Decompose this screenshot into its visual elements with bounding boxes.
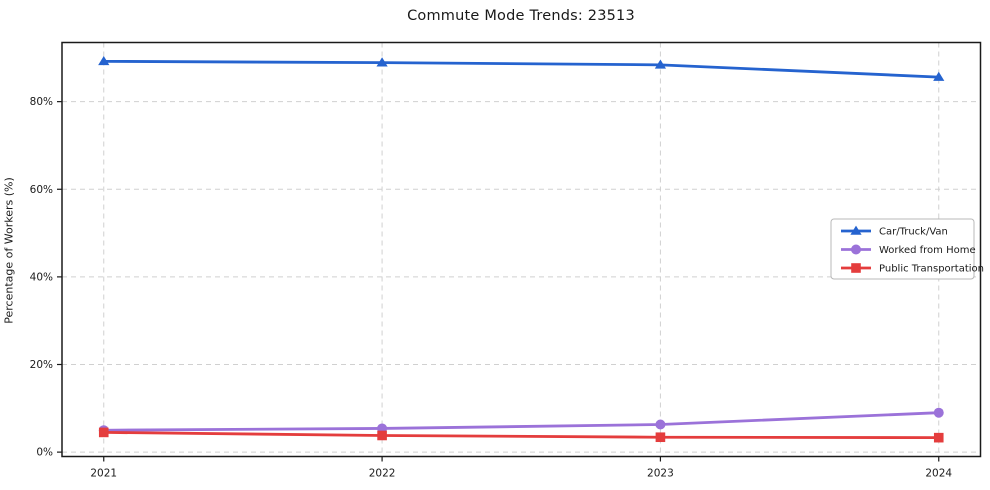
- data-point-marker: [933, 71, 945, 81]
- legend-label: Car/Truck/Van: [879, 227, 948, 238]
- y-tick-label: 80%: [30, 96, 53, 108]
- y-tick-label: 60%: [30, 184, 53, 196]
- series-line-public-transportation: [102, 431, 941, 440]
- x-tick-label: 2023: [647, 468, 674, 480]
- series-line-car-truck-van: [102, 59, 941, 79]
- chart-title: Commute Mode Trends: 23513: [407, 8, 635, 24]
- data-point-marker: [655, 419, 666, 430]
- x-tick-label: 2022: [369, 468, 396, 480]
- legend-marker: [851, 263, 861, 273]
- x-tick-label: 2021: [90, 468, 117, 480]
- plot-border: [61, 41, 982, 458]
- y-tick-label: 20%: [30, 359, 53, 371]
- x-tick-label: 2024: [925, 468, 952, 480]
- data-point-marker: [933, 432, 944, 443]
- data-point-marker: [377, 430, 387, 441]
- legend-box: [830, 218, 975, 280]
- data-point-marker: [654, 59, 667, 69]
- y-tick-label: 40%: [30, 271, 53, 283]
- data-point-marker: [98, 427, 109, 438]
- legend-marker: [851, 244, 861, 255]
- y-tick-label: 0%: [36, 447, 53, 459]
- legend-marker: [850, 225, 862, 235]
- legend-label: Worked from Home: [879, 245, 976, 256]
- data-point-marker: [655, 432, 666, 443]
- data-point-marker: [376, 57, 388, 67]
- series-line-worked-from-home: [102, 411, 941, 432]
- data-point-marker: [933, 407, 944, 418]
- data-point-marker: [98, 55, 110, 66]
- legend-label: Public Transportation: [879, 264, 984, 275]
